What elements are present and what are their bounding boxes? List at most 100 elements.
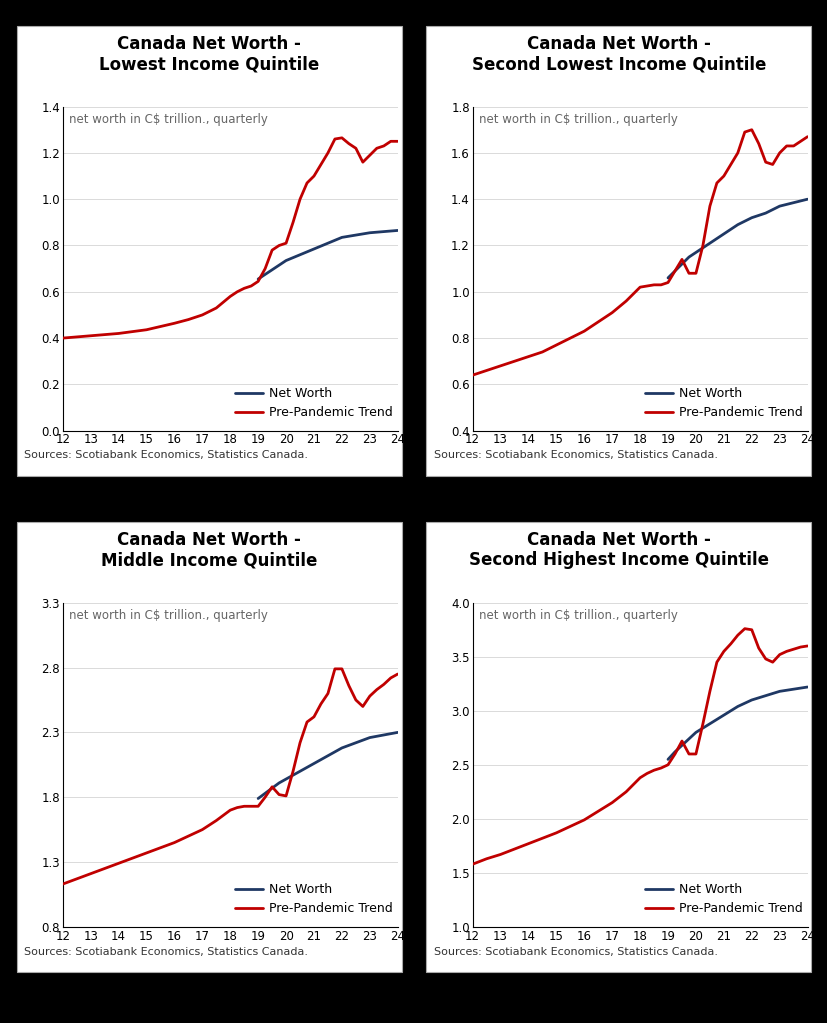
Pre-Pandemic Trend	[579, 325, 589, 338]
Net Worth	[378, 225, 388, 237]
Pre-Pandemic Trend	[732, 629, 742, 641]
Text: Canada Net Worth -
Second Lowest Income Quintile: Canada Net Worth - Second Lowest Income …	[471, 35, 765, 74]
Pre-Pandemic Trend	[606, 797, 616, 809]
Pre-Pandemic Trend	[99, 328, 109, 341]
Pre-Pandemic Trend	[787, 643, 797, 656]
Pre-Pandemic Trend	[606, 307, 616, 319]
Net Worth	[392, 224, 402, 236]
Net Worth	[774, 685, 784, 698]
Legend: Net Worth, Pre-Pandemic Trend: Net Worth, Pre-Pandemic Trend	[639, 382, 806, 425]
Pre-Pandemic Trend	[746, 624, 756, 636]
Pre-Pandemic Trend	[274, 789, 284, 801]
Pre-Pandemic Trend	[294, 737, 304, 749]
Net Worth	[669, 746, 679, 758]
Net Worth	[378, 728, 388, 741]
Net Worth	[260, 787, 270, 799]
Pre-Pandemic Trend	[337, 132, 347, 144]
Net Worth	[760, 690, 770, 702]
Pre-Pandemic Trend	[725, 159, 735, 171]
Text: Sources: Scotiabank Economics, Statistics Canada.: Sources: Scotiabank Economics, Statistic…	[24, 946, 308, 957]
Pre-Pandemic Trend	[113, 857, 123, 870]
Pre-Pandemic Trend	[655, 762, 665, 774]
Pre-Pandemic Trend	[323, 687, 332, 700]
Pre-Pandemic Trend	[392, 135, 402, 147]
Pre-Pandemic Trend	[99, 862, 109, 875]
Net Worth	[281, 255, 291, 267]
Pre-Pandemic Trend	[593, 805, 603, 817]
Pre-Pandemic Trend	[225, 804, 235, 816]
Pre-Pandemic Trend	[267, 781, 277, 793]
Pre-Pandemic Trend	[739, 623, 748, 635]
Net Worth	[801, 681, 811, 694]
Line: Pre-Pandemic Trend: Pre-Pandemic Trend	[63, 138, 397, 338]
Pre-Pandemic Trend	[509, 355, 519, 367]
Pre-Pandemic Trend	[260, 791, 270, 803]
Net Worth	[337, 742, 347, 754]
Pre-Pandemic Trend	[58, 331, 68, 344]
Net Worth	[281, 773, 291, 786]
Pre-Pandemic Trend	[58, 878, 68, 890]
Net Worth	[308, 242, 318, 255]
Pre-Pandemic Trend	[565, 820, 575, 833]
Net Worth	[662, 272, 672, 284]
Pre-Pandemic Trend	[211, 814, 221, 827]
Pre-Pandemic Trend	[593, 316, 603, 328]
Pre-Pandemic Trend	[294, 193, 304, 206]
Net Worth	[392, 726, 402, 739]
Pre-Pandemic Trend	[211, 302, 221, 314]
Net Worth	[294, 249, 304, 261]
Pre-Pandemic Trend	[801, 639, 811, 652]
Pre-Pandemic Trend	[718, 646, 728, 658]
Net Worth	[718, 709, 728, 721]
Legend: Net Worth, Pre-Pandemic Trend: Net Worth, Pre-Pandemic Trend	[639, 878, 806, 921]
Line: Pre-Pandemic Trend: Pre-Pandemic Trend	[472, 130, 806, 375]
Pre-Pandemic Trend	[579, 813, 589, 826]
Pre-Pandemic Trend	[634, 771, 644, 784]
Net Worth	[718, 228, 728, 240]
Net Worth	[683, 732, 693, 745]
Pre-Pandemic Trend	[72, 330, 82, 343]
Pre-Pandemic Trend	[551, 339, 561, 351]
Pre-Pandemic Trend	[795, 135, 805, 147]
Net Worth	[365, 731, 375, 744]
Pre-Pandemic Trend	[184, 830, 194, 842]
Net Worth	[683, 251, 693, 263]
Pre-Pandemic Trend	[365, 149, 375, 162]
Pre-Pandemic Trend	[197, 309, 207, 321]
Pre-Pandemic Trend	[774, 649, 784, 661]
Pre-Pandemic Trend	[371, 142, 381, 154]
Pre-Pandemic Trend	[634, 281, 644, 294]
Pre-Pandemic Trend	[323, 146, 332, 159]
Net Worth	[669, 265, 679, 277]
Net Worth	[274, 776, 284, 789]
Pre-Pandemic Trend	[787, 140, 797, 152]
Pre-Pandemic Trend	[523, 351, 533, 363]
Net Worth	[760, 207, 770, 219]
Pre-Pandemic Trend	[357, 701, 367, 713]
Pre-Pandemic Trend	[669, 265, 679, 277]
Text: net worth in C$ trillion., quarterly: net worth in C$ trillion., quarterly	[69, 114, 268, 126]
Pre-Pandemic Trend	[676, 735, 686, 747]
Pre-Pandemic Trend	[481, 852, 491, 864]
Pre-Pandemic Trend	[316, 159, 326, 171]
Pre-Pandemic Trend	[642, 767, 652, 780]
Pre-Pandemic Trend	[509, 843, 519, 855]
Net Worth	[732, 701, 742, 713]
Net Worth	[732, 219, 742, 231]
Net Worth	[365, 227, 375, 239]
Net Worth	[787, 683, 797, 696]
Net Worth	[746, 694, 756, 706]
Pre-Pandemic Trend	[746, 124, 756, 136]
Pre-Pandemic Trend	[648, 764, 658, 776]
Pre-Pandemic Trend	[739, 126, 748, 138]
Pre-Pandemic Trend	[697, 239, 707, 252]
Pre-Pandemic Trend	[697, 717, 707, 729]
Pre-Pandemic Trend	[620, 295, 630, 307]
Pre-Pandemic Trend	[378, 678, 388, 691]
Pre-Pandemic Trend	[141, 847, 151, 859]
Net Worth	[662, 753, 672, 765]
Pre-Pandemic Trend	[239, 800, 249, 812]
Pre-Pandemic Trend	[365, 690, 375, 702]
Pre-Pandemic Trend	[704, 201, 714, 213]
Pre-Pandemic Trend	[155, 320, 165, 332]
